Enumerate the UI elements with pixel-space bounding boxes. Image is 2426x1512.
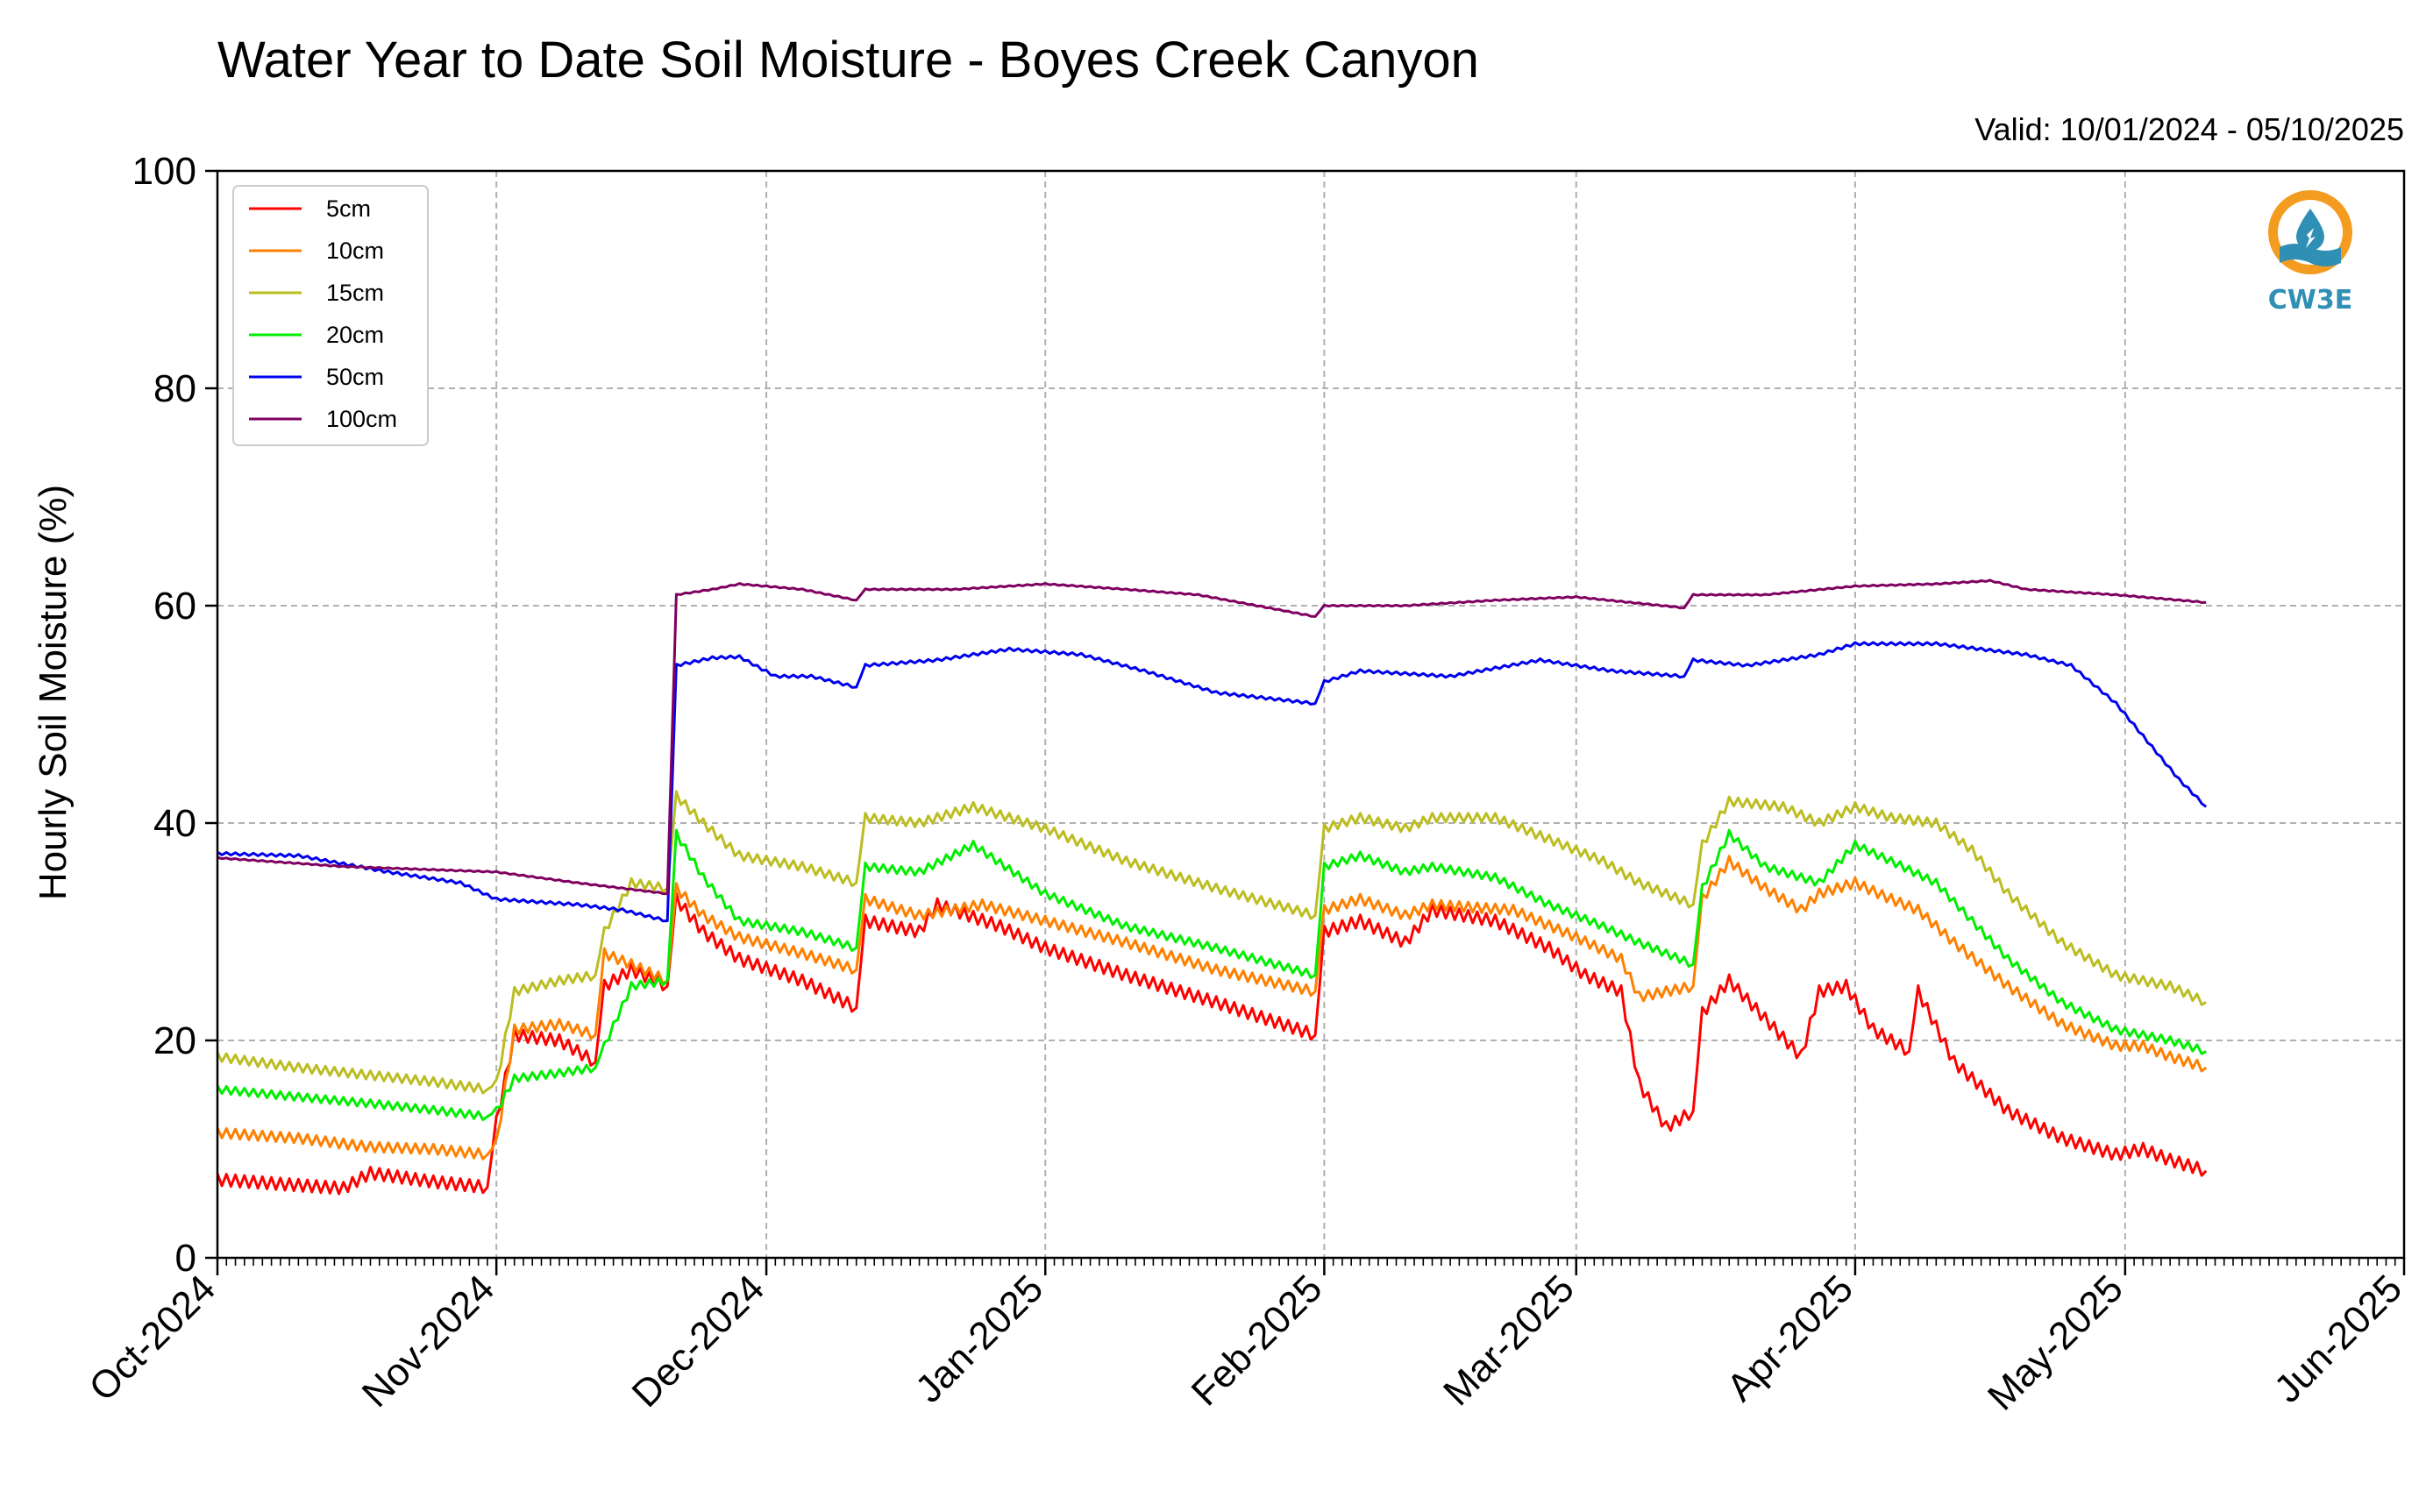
series-lines xyxy=(216,579,2208,1196)
legend-entries: 5cm 10cm 15cm 20cm 50cm 100cm xyxy=(249,195,397,432)
cw3e-logo: CW3E xyxy=(2268,190,2352,316)
y-axis-ticks: 0 20 40 60 80 100 xyxy=(132,150,217,1280)
y-tick-label: 60 xyxy=(153,585,196,628)
water-drop-logo-icon xyxy=(2268,190,2352,274)
series-line-5cm xyxy=(216,891,2208,1196)
legend-label: 15cm xyxy=(326,280,384,306)
series-line-10cm xyxy=(216,855,2208,1161)
grid-lines xyxy=(217,171,2404,1258)
valid-date-range: Valid: 10/01/2024 - 05/10/2025 xyxy=(1974,111,2404,147)
y-tick-label: 40 xyxy=(153,802,196,845)
y-tick-label: 100 xyxy=(132,150,196,193)
x-axis-ticks: Oct-2024 Nov-2024 Dec-2024 Jan-2025 Feb-2025… xyxy=(81,1258,2410,1418)
legend-label: 10cm xyxy=(326,238,384,264)
plot-area-frame xyxy=(216,169,2406,1260)
x-tick-label: Dec-2024 xyxy=(624,1267,773,1416)
x-tick-label: Feb-2025 xyxy=(1184,1267,1331,1414)
x-tick-label: Jun-2025 xyxy=(2266,1267,2410,1410)
logo-text: CW3E xyxy=(2268,285,2352,316)
legend: 5cm 10cm 15cm 20cm 50cm 100cm xyxy=(232,185,429,446)
series-line-20cm xyxy=(216,828,2207,1121)
y-axis-label: Hourly Soil Moisture (%) xyxy=(32,485,75,900)
x-tick-label: Oct-2024 xyxy=(81,1267,224,1409)
x-tick-label: May-2025 xyxy=(1980,1267,2131,1418)
y-tick-label: 80 xyxy=(153,367,196,410)
series-line-15cm xyxy=(216,790,2207,1095)
legend-label: 100cm xyxy=(326,406,397,432)
x-tick-label: Jan-2025 xyxy=(907,1267,1051,1410)
x-tick-label: Mar-2025 xyxy=(1435,1267,1583,1414)
x-tick-label: Nov-2024 xyxy=(354,1267,503,1416)
series-line-50cm xyxy=(217,641,2208,923)
series-line-100cm xyxy=(217,579,2207,896)
y-tick-label: 20 xyxy=(153,1019,196,1062)
y-tick-label: 0 xyxy=(175,1237,196,1280)
x-tick-label: Apr-2025 xyxy=(1718,1267,1861,1409)
chart-title: Water Year to Date Soil Moisture - Boyes… xyxy=(217,32,1479,89)
legend-label: 5cm xyxy=(326,195,371,222)
legend-label: 50cm xyxy=(326,364,384,390)
legend-label: 20cm xyxy=(326,322,384,348)
